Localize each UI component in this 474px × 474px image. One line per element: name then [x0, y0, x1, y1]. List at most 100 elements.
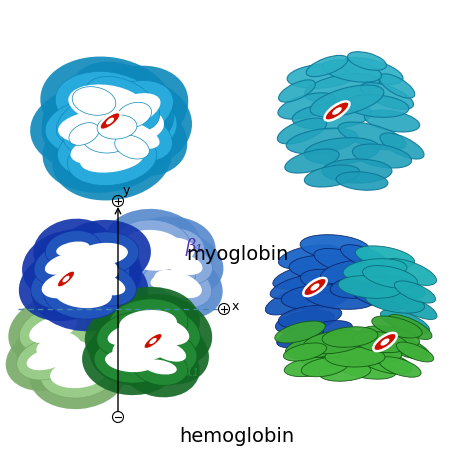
Ellipse shape: [85, 300, 175, 368]
Ellipse shape: [40, 56, 173, 152]
Ellipse shape: [338, 341, 402, 363]
Ellipse shape: [325, 102, 349, 120]
Ellipse shape: [125, 230, 181, 258]
Ellipse shape: [42, 79, 143, 159]
Ellipse shape: [380, 335, 429, 359]
Ellipse shape: [314, 248, 376, 275]
Ellipse shape: [70, 262, 137, 306]
Ellipse shape: [46, 240, 129, 293]
Ellipse shape: [110, 217, 216, 292]
Ellipse shape: [72, 87, 116, 115]
Ellipse shape: [133, 249, 223, 319]
Ellipse shape: [365, 291, 425, 313]
Ellipse shape: [33, 219, 113, 279]
Ellipse shape: [67, 94, 157, 164]
Ellipse shape: [351, 284, 409, 310]
Ellipse shape: [94, 339, 166, 383]
Ellipse shape: [115, 220, 191, 268]
Ellipse shape: [63, 120, 131, 162]
Ellipse shape: [154, 270, 202, 298]
Ellipse shape: [55, 269, 76, 289]
Ellipse shape: [70, 102, 164, 146]
Ellipse shape: [279, 80, 315, 102]
Ellipse shape: [67, 232, 139, 276]
Ellipse shape: [380, 310, 429, 334]
Ellipse shape: [57, 120, 156, 178]
Ellipse shape: [341, 57, 403, 84]
Ellipse shape: [320, 260, 380, 284]
Ellipse shape: [71, 133, 144, 165]
Ellipse shape: [150, 270, 185, 288]
Ellipse shape: [42, 74, 192, 174]
Ellipse shape: [100, 113, 120, 129]
Ellipse shape: [340, 245, 390, 269]
Ellipse shape: [121, 228, 205, 281]
Ellipse shape: [34, 243, 92, 285]
Ellipse shape: [54, 280, 112, 308]
Ellipse shape: [126, 306, 200, 356]
Ellipse shape: [143, 232, 223, 296]
Ellipse shape: [127, 318, 209, 384]
Ellipse shape: [63, 276, 70, 283]
Ellipse shape: [43, 269, 123, 319]
Ellipse shape: [273, 265, 327, 289]
Ellipse shape: [56, 241, 90, 256]
Ellipse shape: [83, 125, 131, 153]
Ellipse shape: [360, 326, 419, 348]
Text: x: x: [232, 301, 239, 313]
Ellipse shape: [356, 246, 415, 268]
Ellipse shape: [78, 243, 128, 265]
Ellipse shape: [345, 95, 409, 117]
Ellipse shape: [304, 165, 360, 187]
Ellipse shape: [81, 273, 125, 295]
Ellipse shape: [45, 231, 101, 267]
Ellipse shape: [277, 118, 327, 144]
Ellipse shape: [112, 331, 173, 363]
Ellipse shape: [84, 76, 160, 132]
Ellipse shape: [265, 289, 315, 315]
Ellipse shape: [19, 305, 87, 353]
Ellipse shape: [104, 209, 202, 279]
Ellipse shape: [286, 128, 358, 154]
Ellipse shape: [97, 115, 137, 139]
Ellipse shape: [40, 350, 116, 398]
Ellipse shape: [131, 237, 195, 271]
Ellipse shape: [287, 64, 357, 88]
Ellipse shape: [304, 285, 376, 310]
Ellipse shape: [58, 109, 142, 144]
Ellipse shape: [50, 360, 106, 388]
Ellipse shape: [129, 249, 206, 309]
Ellipse shape: [57, 271, 74, 287]
Ellipse shape: [77, 91, 187, 176]
Ellipse shape: [338, 122, 406, 150]
Ellipse shape: [283, 343, 327, 361]
Ellipse shape: [25, 309, 101, 369]
Ellipse shape: [298, 320, 353, 343]
Ellipse shape: [27, 348, 69, 370]
Ellipse shape: [19, 247, 117, 321]
Ellipse shape: [304, 137, 380, 164]
Ellipse shape: [75, 133, 118, 149]
Ellipse shape: [352, 331, 408, 353]
Ellipse shape: [394, 281, 436, 303]
Ellipse shape: [36, 337, 100, 371]
Ellipse shape: [9, 294, 98, 364]
Ellipse shape: [300, 235, 370, 259]
Ellipse shape: [87, 81, 173, 141]
Ellipse shape: [278, 245, 342, 269]
Ellipse shape: [139, 329, 197, 373]
Ellipse shape: [56, 93, 128, 145]
Ellipse shape: [46, 330, 81, 348]
Ellipse shape: [379, 357, 421, 377]
Ellipse shape: [104, 119, 160, 149]
Ellipse shape: [17, 338, 79, 380]
Ellipse shape: [330, 276, 390, 298]
Ellipse shape: [84, 151, 140, 183]
Ellipse shape: [301, 345, 369, 369]
Ellipse shape: [115, 135, 149, 159]
Ellipse shape: [132, 348, 188, 385]
Ellipse shape: [30, 82, 170, 172]
Ellipse shape: [45, 253, 81, 274]
Ellipse shape: [90, 309, 197, 385]
Ellipse shape: [42, 270, 94, 298]
